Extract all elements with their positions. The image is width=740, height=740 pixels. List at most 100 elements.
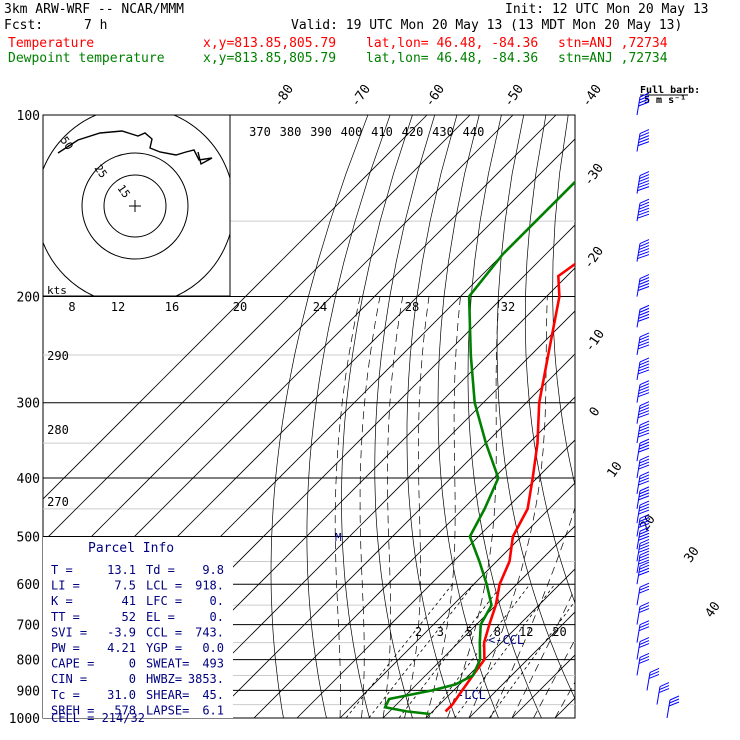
dry-adiabat	[724, 115, 740, 718]
barb-flag	[638, 410, 650, 416]
isotherm-label: 0	[587, 404, 604, 419]
parcel-value: 918.	[195, 579, 224, 593]
barb-flag	[659, 685, 670, 691]
barb-flag	[639, 637, 650, 643]
barb-flag	[638, 101, 650, 107]
barb-flag	[639, 404, 650, 410]
barb-flag	[637, 213, 650, 219]
barb-flag	[639, 420, 650, 426]
barb-flag	[638, 426, 650, 432]
barb-flag	[638, 547, 650, 553]
pressure-label: 600	[17, 578, 40, 593]
barb-flag	[637, 141, 650, 147]
wind-barb	[636, 561, 650, 585]
barb-flag	[639, 486, 650, 492]
theta-label: 280	[47, 423, 69, 437]
dew-stn: stn=ANJ ,72734	[558, 51, 668, 66]
barb-flag	[649, 670, 660, 676]
barb-flag	[639, 541, 650, 547]
parcel-value: 743.	[195, 625, 224, 639]
mixing-ratio-label: 3	[437, 625, 444, 639]
isotherm-label: -50	[501, 82, 527, 110]
pressure-label: 500	[17, 530, 40, 545]
wind-barb	[656, 682, 670, 705]
mixing-ratio-line	[427, 583, 531, 718]
parcel-value: -3.9	[107, 625, 136, 639]
wind-barb	[636, 198, 650, 222]
wind-barb	[636, 438, 650, 462]
barb-flag	[659, 682, 670, 688]
theta-label: 400	[341, 125, 363, 139]
moist-adiabat	[447, 296, 500, 718]
parcel-key: SVI =	[51, 625, 87, 639]
hodograph-ring	[103, 174, 167, 238]
barb-flag	[638, 245, 650, 251]
wind-barb	[636, 274, 650, 297]
moist-adiabat	[359, 296, 381, 718]
dry-adiabat	[467, 115, 542, 718]
ring-label: 25	[92, 162, 110, 180]
barb-flag	[638, 509, 650, 515]
fcst-value: 7 h	[84, 18, 108, 33]
mixing-ratio-line	[454, 583, 556, 718]
wind-barb	[636, 550, 650, 574]
isotherm	[425, 568, 575, 718]
parcel-value: 493	[202, 657, 224, 671]
barb-flag	[639, 623, 650, 629]
parcel-value: 13.1	[107, 563, 136, 577]
barb-flag	[638, 389, 650, 395]
wind-barb	[636, 332, 650, 356]
parcel-value: 578	[114, 703, 136, 717]
parcel-key: SHEAR=	[146, 688, 189, 702]
m-marker: M	[335, 531, 342, 544]
isotherm-label: -80	[271, 82, 297, 110]
theta-label: 430	[432, 125, 454, 139]
barb-flag	[639, 517, 650, 522]
barb-key-line: 5 m s⁻¹	[644, 95, 686, 106]
isotherm	[511, 654, 575, 718]
barb-flag	[638, 138, 650, 144]
isotherm-label: -40	[579, 82, 605, 110]
isotherm	[43, 115, 514, 586]
speed-tick: 32	[501, 300, 515, 314]
barb-flag	[638, 341, 650, 347]
parcel-value: 0.	[210, 594, 224, 608]
hodograph-trace	[57, 130, 213, 166]
barb-flag	[637, 251, 650, 257]
barb-flag	[638, 98, 650, 104]
barb-flag	[638, 461, 650, 467]
dry-adiabat	[655, 115, 740, 718]
mixing-ratio-label: 12	[519, 625, 533, 639]
barb-flag	[639, 620, 650, 626]
wind-barb	[636, 652, 650, 676]
barb-flag	[639, 132, 650, 138]
barb-flag	[639, 277, 650, 282]
parcel-value: 7.5	[114, 579, 136, 593]
dry-adiabat	[437, 115, 499, 718]
barb-flag	[649, 667, 660, 673]
parcel-value: 45.	[202, 688, 224, 702]
parcel-info-title: Parcel Info	[88, 541, 174, 556]
parcel-value: 4.21	[107, 641, 136, 655]
barb-flag	[638, 180, 650, 186]
barb-flag	[638, 544, 650, 550]
barb-flag	[637, 432, 650, 438]
isotherm-label: -10	[582, 327, 608, 355]
hodograph: 50 25 15 kts	[42, 114, 231, 297]
barb-flag	[639, 307, 650, 313]
parcel-value: 0.	[210, 610, 224, 624]
parcel-value: 0.0	[202, 641, 224, 655]
wind-barb	[636, 171, 650, 194]
parcel-key: CIN =	[51, 672, 87, 686]
barb-flag	[639, 242, 650, 248]
wind-barb	[636, 129, 650, 152]
theta-label: 380	[280, 125, 302, 139]
theta-label: 290	[47, 349, 69, 363]
barb-flag	[639, 174, 650, 180]
theta-label: 370	[249, 125, 271, 139]
pressure-label: 800	[17, 654, 40, 669]
barb-flag	[638, 570, 650, 576]
barb-flag	[638, 429, 650, 435]
parcel-value: 6.1	[202, 703, 224, 717]
barb-flag	[638, 588, 650, 594]
